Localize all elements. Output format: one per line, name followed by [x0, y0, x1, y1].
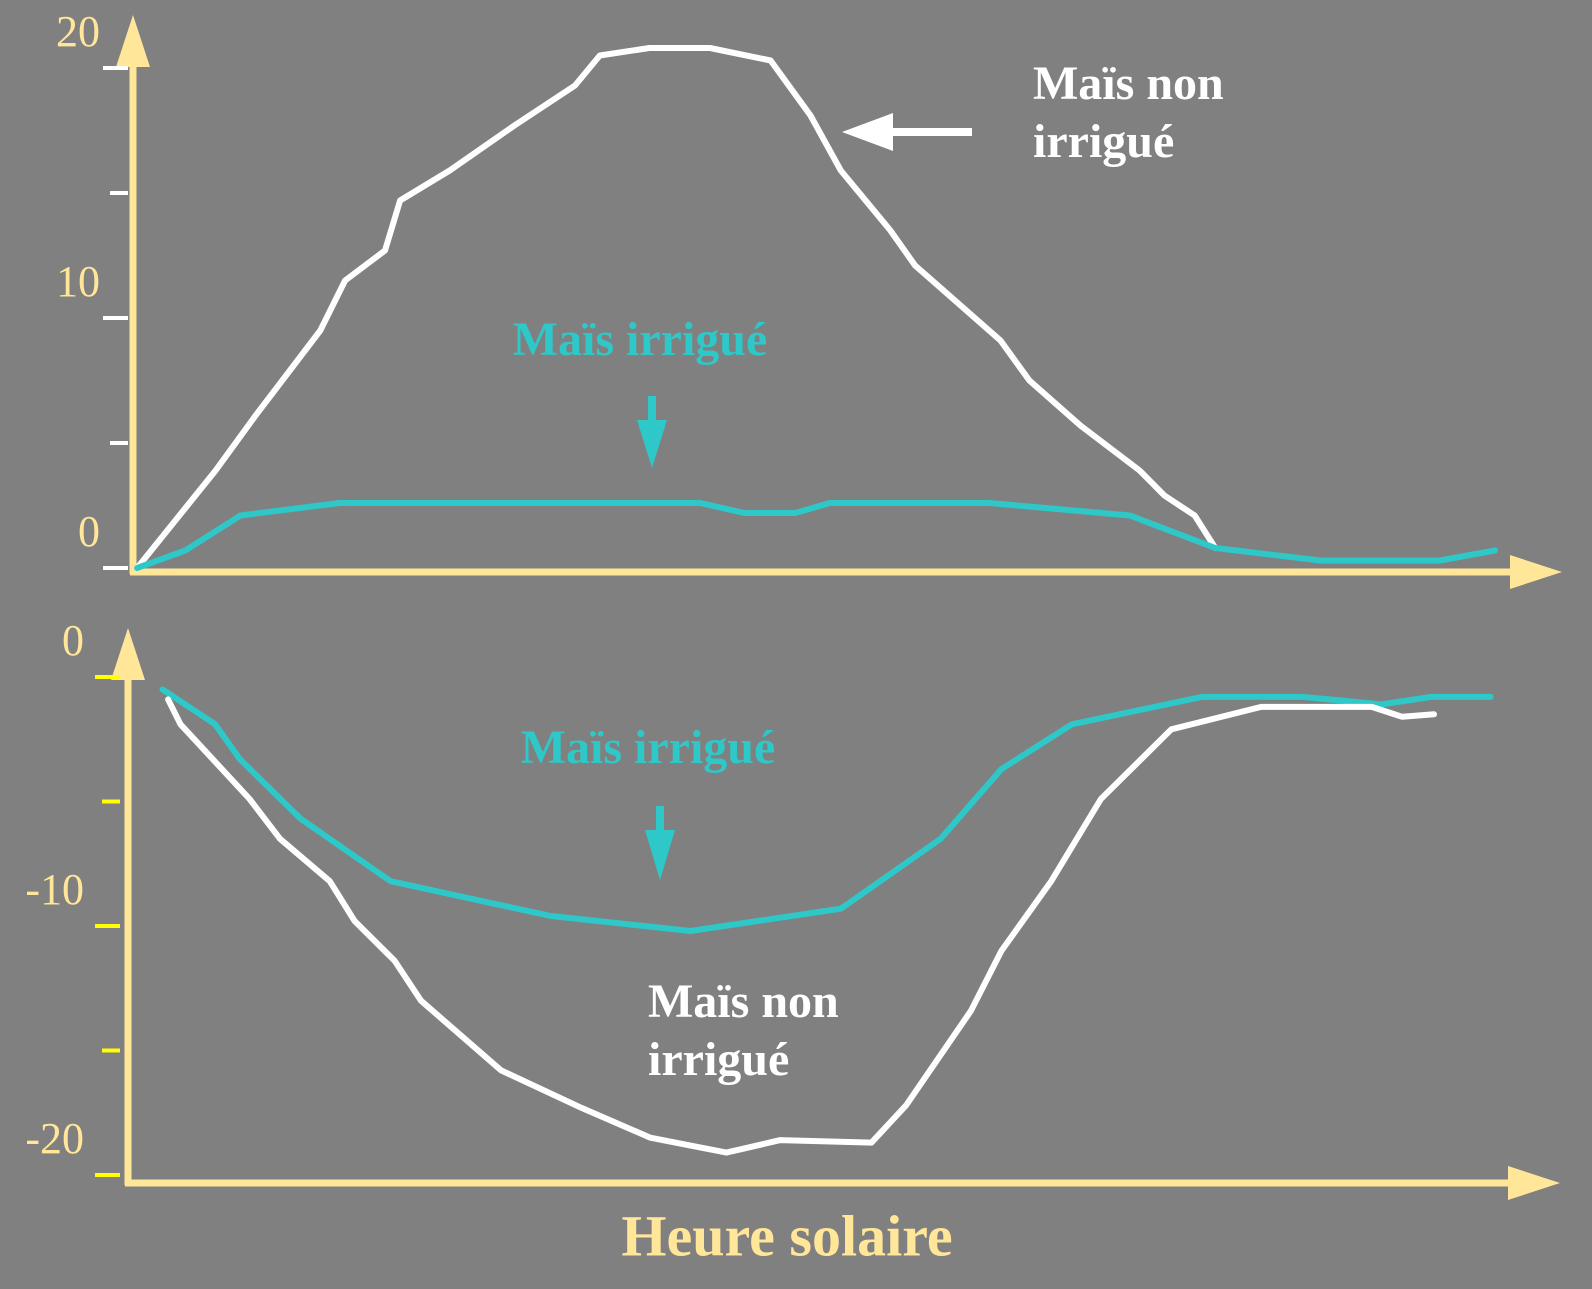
- series-line: [165, 696, 1437, 1156]
- arrow-head: [637, 420, 667, 468]
- x-axis-arrow: [1510, 555, 1562, 589]
- series-line: [159, 686, 1494, 934]
- y-tick-label: 10: [56, 257, 100, 306]
- x-axis-label: Heure solaire: [621, 1203, 952, 1268]
- series-label: Maïs irrigué: [520, 721, 776, 774]
- y-tick-label: 0: [62, 616, 84, 665]
- series-label: Maïs non irrigué: [1033, 57, 1224, 168]
- y-axis-arrow: [111, 628, 145, 680]
- y-tick-label: -10: [25, 865, 84, 914]
- series-label: Maïs irrigué: [512, 313, 768, 366]
- series-label: Maïs non irrigué: [648, 975, 839, 1086]
- y-tick-label: 20: [56, 7, 100, 56]
- y-tick-label: -20: [25, 1114, 84, 1163]
- series-line: [134, 500, 1498, 571]
- annotation-arrows: [637, 113, 972, 880]
- y-axis-arrow: [116, 15, 150, 67]
- x-axis-arrow: [1508, 1166, 1560, 1200]
- series-line: [134, 45, 1219, 571]
- arrow-head: [842, 113, 893, 151]
- arrow-head: [645, 830, 675, 880]
- y-tick-label: 0: [78, 507, 100, 556]
